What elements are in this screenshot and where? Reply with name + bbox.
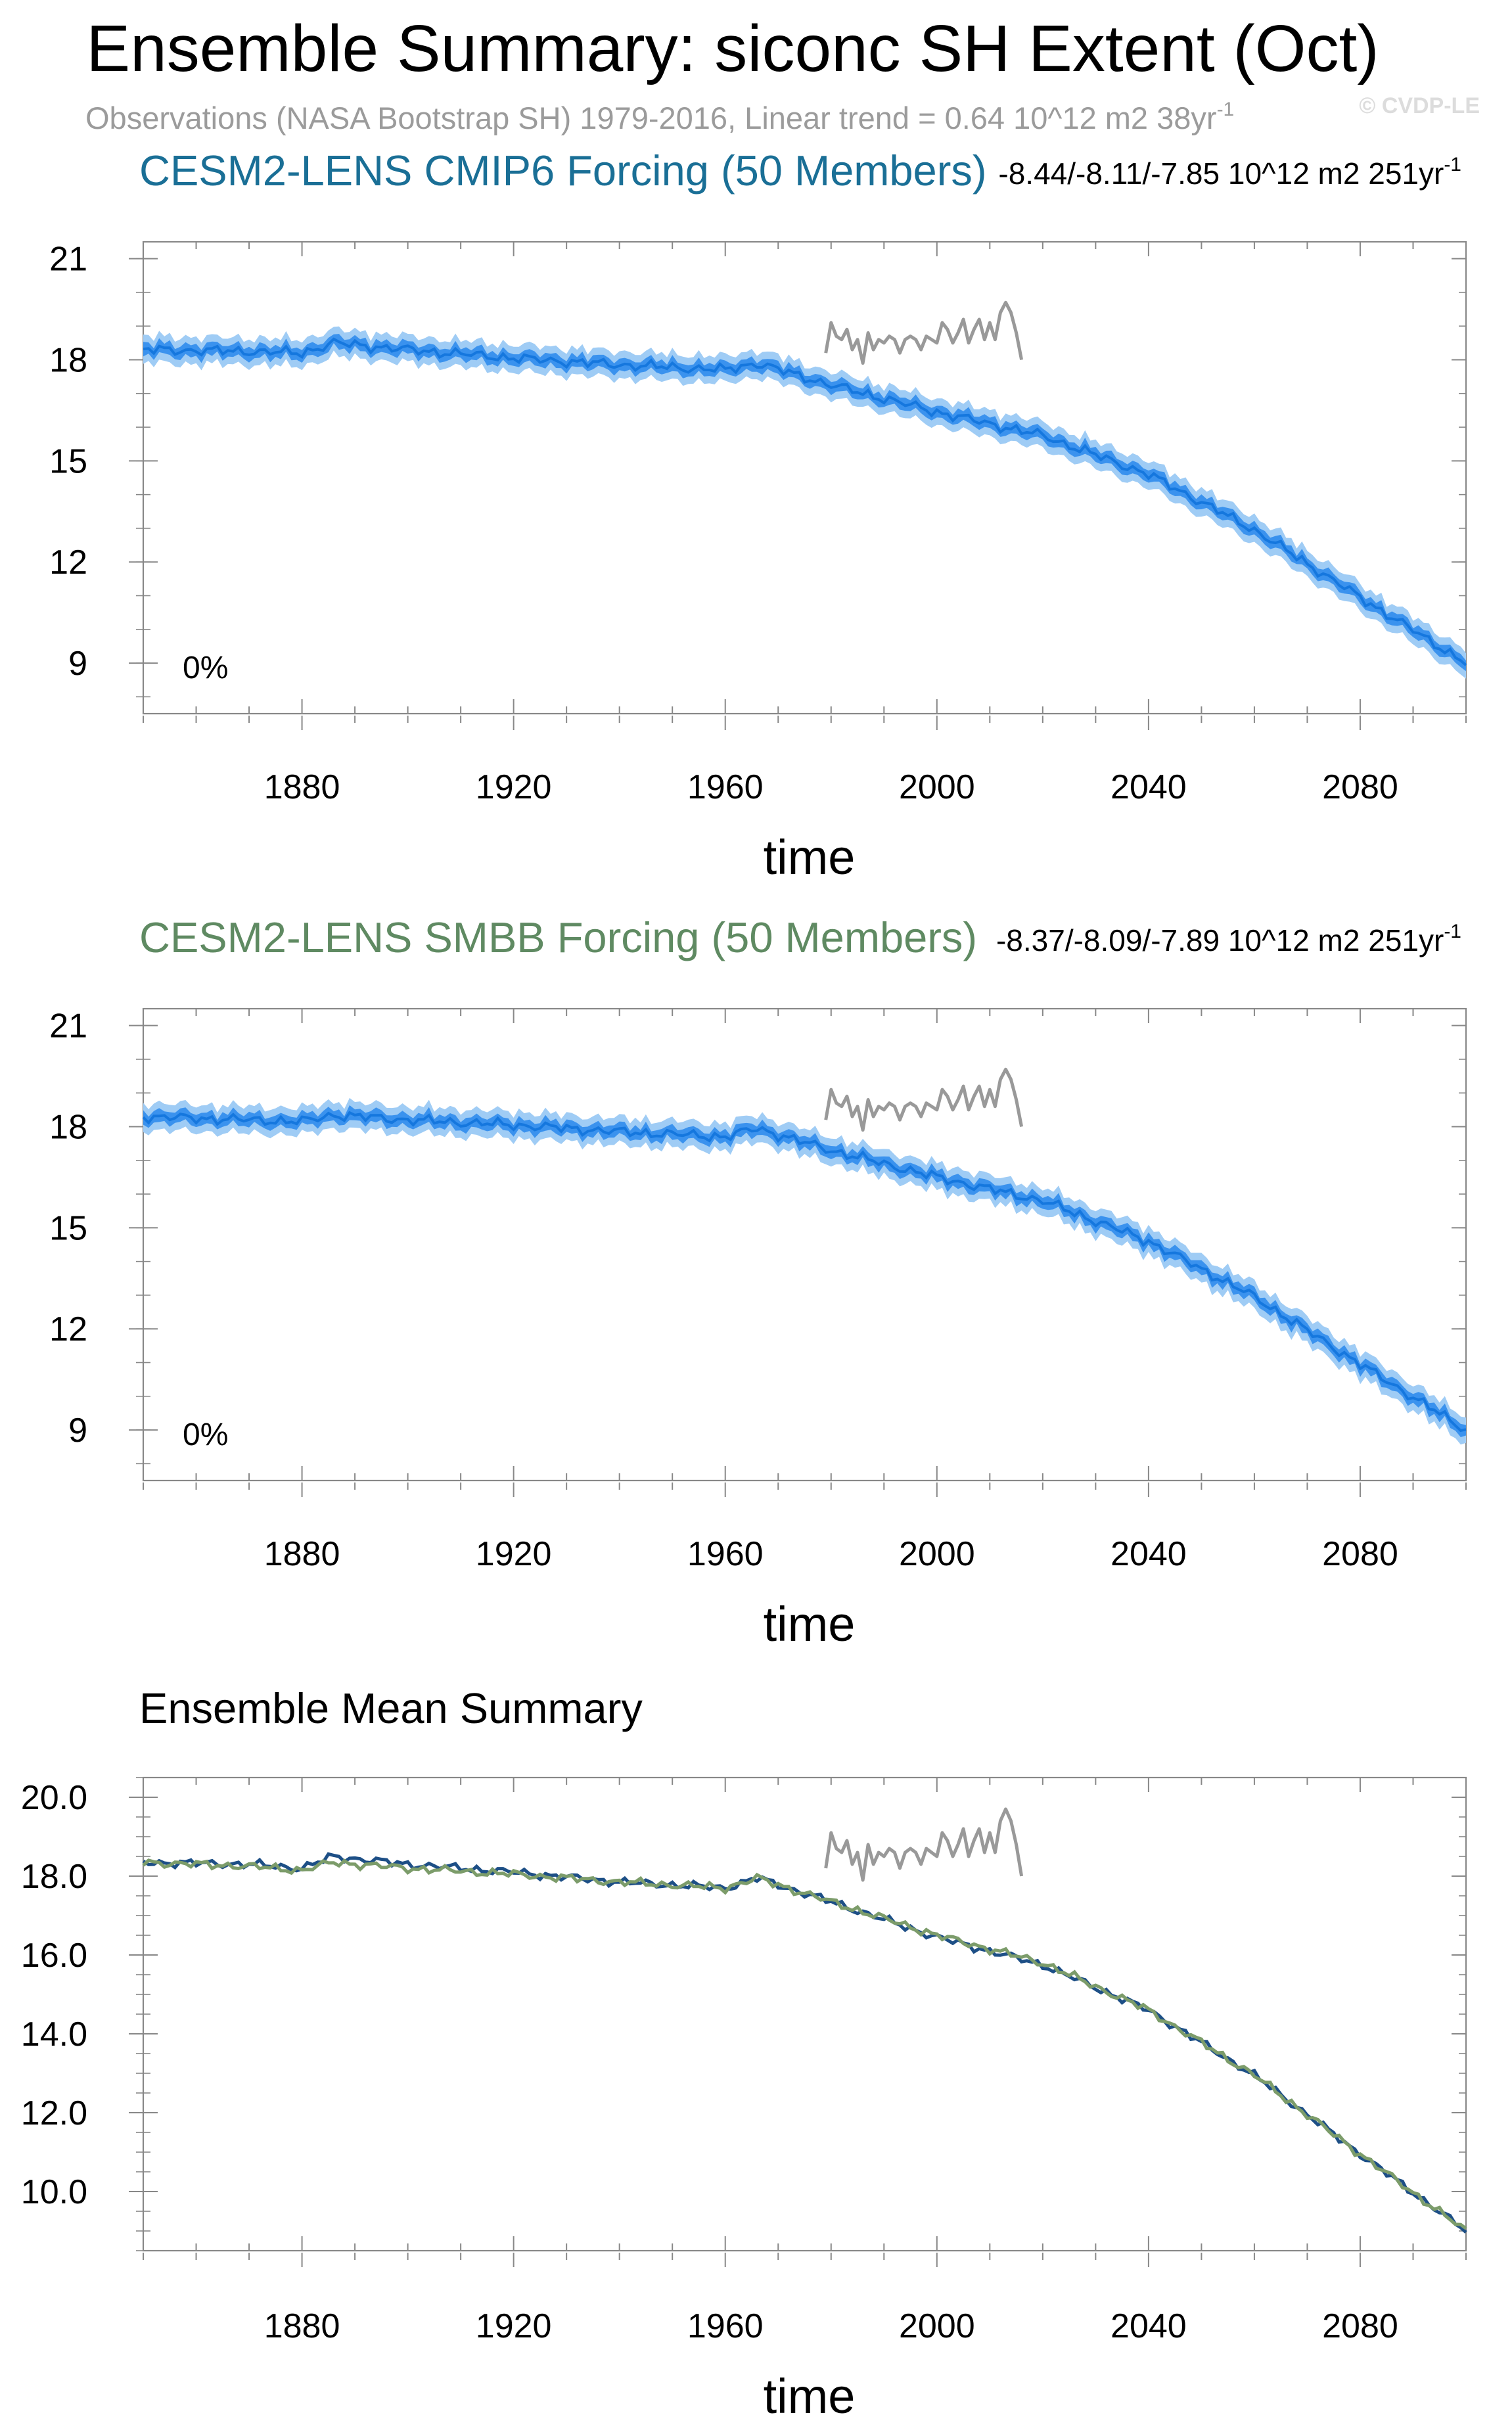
y-tick-label: 12.0 <box>21 2094 87 2132</box>
y-tick-label: 12 <box>49 1310 87 1348</box>
x-tick-label: 1880 <box>264 768 340 806</box>
x-tick-label: 1960 <box>687 2307 764 2345</box>
x-tick-label: 1920 <box>476 1535 552 1573</box>
x-tick-label: 2040 <box>1111 2307 1187 2345</box>
mean-series-line-1 <box>142 1852 1467 2234</box>
x-tick-label: 1920 <box>476 768 552 806</box>
y-tick-label: 15 <box>49 442 87 480</box>
trend-label: -8.44/-8.11/-7.85 10^12 m2 251yr-1 <box>998 154 1461 191</box>
x-tick-label: 2040 <box>1111 768 1187 806</box>
plot-frame <box>142 241 1467 715</box>
x-tick-label: 2000 <box>899 2307 975 2345</box>
panel-title: CESM2-LENS CMIP6 Forcing (50 Members) <box>139 147 987 195</box>
observations-line <box>824 300 1024 365</box>
y-tick-label: 14.0 <box>21 2015 87 2054</box>
ensemble-mean-line <box>142 1111 1467 1433</box>
y-tick-label: 18.0 <box>21 1858 87 1896</box>
figure-title: Ensemble Summary: siconc SH Extent (Oct) <box>86 12 1379 85</box>
y-tick-label: 15 <box>49 1209 87 1247</box>
observations-line <box>824 1067 1024 1132</box>
percent-label: 0% <box>183 651 228 685</box>
percent-label: 0% <box>183 1417 228 1452</box>
mean-series-line-2 <box>142 1858 1467 2230</box>
x-tick-label: 1960 <box>687 1535 764 1573</box>
y-tick-label: 18 <box>49 1109 87 1147</box>
x-tick-label: 2000 <box>899 768 975 806</box>
y-tick-label: 10.0 <box>21 2173 87 2211</box>
ensemble-range-band <box>143 1097 1466 1445</box>
ensemble-interquartile-band <box>143 334 1466 672</box>
observation-subtitle: Observations (NASA Bootstrap SH) 1979-20… <box>85 99 1234 135</box>
x-tick-label: 1920 <box>476 2307 552 2345</box>
y-tick-label: 9 <box>68 645 87 683</box>
y-tick-label: 21 <box>49 241 87 279</box>
y-tick-label: 20.0 <box>21 1779 87 1817</box>
x-tick-label: 2040 <box>1111 1535 1187 1573</box>
x-tick-label: 2000 <box>899 1535 975 1573</box>
x-tick-label: 2080 <box>1322 768 1398 806</box>
trend-label: -8.37/-8.09/-7.89 10^12 m2 251yr-1 <box>996 921 1461 957</box>
x-tick-label: 2080 <box>1322 2307 1398 2345</box>
ensemble-interquartile-band <box>143 1105 1466 1437</box>
plot-frame <box>142 1007 1467 1482</box>
observation-subtitle-exponent: -1 <box>1217 99 1235 120</box>
y-tick-label: 9 <box>68 1412 87 1450</box>
panel-ensemble-mean: Ensemble Mean Summary 1880 1920 1960 2000 204… <box>21 1684 1467 2424</box>
panel-cmip6: CESM2-LENS CMIP6 Forcing (50 Members) -8.… <box>49 147 1467 885</box>
trend-exponent: -1 <box>1444 154 1461 175</box>
x-axis-label: time <box>764 830 856 885</box>
panel-title: Ensemble Mean Summary <box>139 1684 643 1732</box>
x-tick-label: 1880 <box>264 2307 340 2345</box>
observations-line <box>824 1807 1024 1882</box>
x-tick-label: 1880 <box>264 1535 340 1573</box>
x-axis-label: time <box>764 1597 856 1651</box>
plot-frame <box>142 1776 1467 2252</box>
y-tick-label: 21 <box>49 1007 87 1046</box>
x-axis-label: time <box>764 2369 856 2424</box>
panel-title: CESM2-LENS SMBB Forcing (50 Members) <box>139 913 977 961</box>
y-tick-label: 12 <box>49 543 87 582</box>
trend-text: -8.44/-8.11/-7.85 10^12 m2 251yr <box>998 156 1444 191</box>
y-tick-label: 16.0 <box>21 1937 87 1975</box>
observation-subtitle-text: Observations (NASA Bootstrap SH) 1979-20… <box>85 101 1217 135</box>
credit-watermark: © CVDP-LE <box>1359 93 1480 118</box>
trend-exponent: -1 <box>1444 921 1461 942</box>
y-tick-label: 18 <box>49 342 87 380</box>
x-tick-label: 1960 <box>687 768 764 806</box>
ensemble-mean-line <box>143 337 1467 666</box>
trend-text: -8.37/-8.09/-7.89 10^12 m2 251yr <box>996 923 1444 957</box>
panel-smbb: CESM2-LENS SMBB Forcing (50 Members) -8.3… <box>49 913 1467 1651</box>
x-tick-label: 2080 <box>1322 1535 1398 1573</box>
